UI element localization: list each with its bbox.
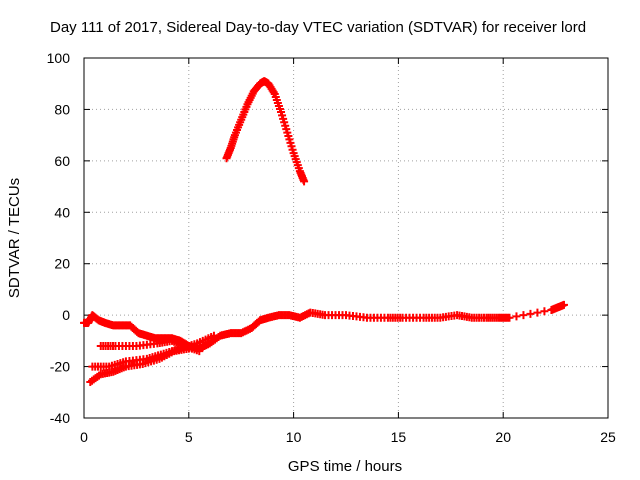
x-tick-label: 0 [80,429,88,445]
y-tick-label: 80 [54,101,70,117]
axis-ticks: 0 5 10 15 20 25 -40 -20 0 20 40 60 80 100 [47,50,616,445]
chart-title: Day 111 of 2017, Sidereal Day-to-day VTE… [50,19,586,36]
data-points [80,77,568,386]
series-track-d [86,344,193,386]
x-tick-label: 15 [391,429,407,445]
y-tick-label: 40 [54,204,70,220]
data-point-marker [512,312,521,321]
data-point-marker [526,309,535,318]
y-tick-label: 0 [62,307,70,323]
data-point-marker [540,307,549,316]
data-point-marker [209,331,218,340]
data-point-marker [195,347,204,356]
data-point-marker [505,313,514,322]
y-tick-label: 100 [47,50,71,66]
x-tick-label: 5 [185,429,193,445]
y-tick-label: -20 [50,359,70,375]
data-point-marker [519,311,528,320]
x-axis-label: GPS time / hours [288,458,402,475]
x-tick-label: 25 [600,429,616,445]
series-peak-arc [222,77,309,186]
data-point-marker [300,177,309,186]
data-point-marker [559,300,568,309]
data-point-marker [533,308,542,317]
y-tick-label: 60 [54,153,70,169]
x-tick-label: 20 [495,429,511,445]
x-tick-label: 10 [286,429,302,445]
plot-area-border [83,57,609,419]
data-point-marker [184,344,193,353]
y-tick-label: 20 [54,256,70,272]
y-axis-label: SDTVAR / TECUs [6,178,23,298]
y-tick-label: -40 [50,410,70,426]
